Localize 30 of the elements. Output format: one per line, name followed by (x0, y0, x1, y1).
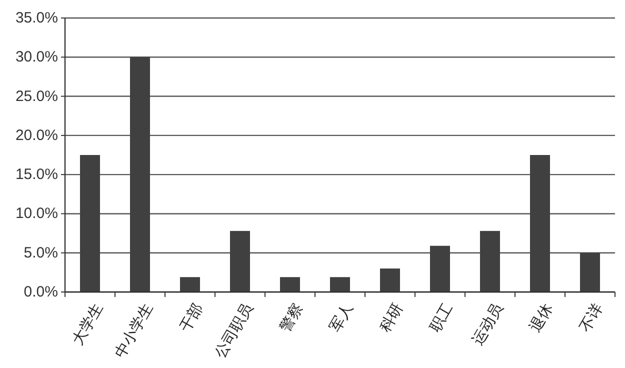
bar (530, 155, 550, 292)
bar (330, 277, 350, 292)
bar (380, 268, 400, 292)
x-tick-label: 公司职员 (212, 300, 256, 362)
bar (580, 252, 600, 292)
y-tick-label: 15.0% (15, 166, 58, 184)
y-tick-label: 25.0% (15, 88, 58, 105)
x-tick-label: 运动员 (469, 300, 506, 348)
bar (80, 155, 100, 292)
bar (180, 277, 200, 292)
x-tick-label: 军人 (326, 300, 356, 336)
bar (480, 230, 500, 292)
x-tick-label: 大学生 (69, 300, 106, 348)
y-tick-label: 10.0% (15, 205, 58, 222)
y-tick-label: 30.0% (15, 48, 58, 66)
y-tick-label: 35.0% (15, 10, 58, 26)
x-tick-label: 警察 (276, 300, 306, 336)
bar (130, 57, 150, 292)
y-tick-label: 5.0% (24, 244, 58, 262)
bar (430, 246, 450, 292)
y-tick-label: 20.0% (15, 126, 58, 144)
x-tick-label: 退休 (526, 300, 556, 336)
bar (230, 230, 250, 292)
x-tick-label: 不详 (576, 300, 606, 336)
x-tick-label: 职工 (426, 300, 456, 336)
bar (280, 277, 300, 292)
x-tick-label: 干部 (176, 300, 206, 336)
x-tick-label: 中小学生 (112, 300, 156, 362)
x-tick-label: 科研 (376, 300, 406, 336)
y-tick-label: 0.0% (24, 284, 58, 300)
